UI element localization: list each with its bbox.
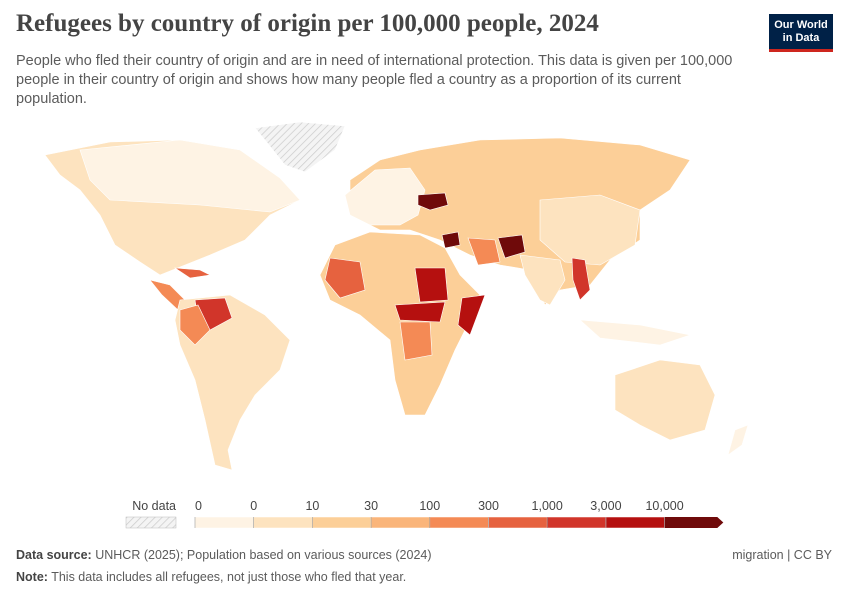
legend-tick-label: 30 <box>364 499 378 513</box>
caribbean[interactable] <box>173 267 211 279</box>
mali[interactable] <box>324 257 366 299</box>
note: Note: This data includes all refugees, n… <box>16 570 406 584</box>
topic[interactable]: migration | CC BY <box>732 548 832 562</box>
somalia[interactable] <box>457 294 486 336</box>
logo-line: in Data <box>782 32 820 44</box>
legend-swatch <box>370 516 431 529</box>
source-text: UNHCR (2025); Population based on variou… <box>95 548 432 562</box>
legend-swatch <box>664 517 724 528</box>
note-label: Note: <box>16 570 48 584</box>
colombia[interactable] <box>179 304 211 346</box>
legend-tick-label: 0 <box>195 499 202 513</box>
note-text: This data includes all refugees, not jus… <box>51 570 407 584</box>
eurasia[interactable] <box>349 137 691 306</box>
legend-swatch <box>546 516 607 529</box>
legend-swatch <box>194 516 254 529</box>
legend-tick-label: 10,000 <box>645 499 683 513</box>
legend-swatch <box>605 516 665 529</box>
logo-line: Our World <box>774 19 828 31</box>
subtitle: People who fled their country of origin … <box>16 53 733 107</box>
canada[interactable] <box>79 139 301 213</box>
china[interactable] <box>539 194 641 266</box>
ukraine[interactable] <box>417 192 449 211</box>
legend-tick-label: 10 <box>305 499 319 513</box>
new-zealand[interactable] <box>727 424 749 456</box>
no-data-swatch <box>125 516 177 529</box>
legend-tick-label: 1,000 <box>532 499 563 513</box>
title: Refugees by country of origin per 100,00… <box>16 10 599 37</box>
legend-tick-label: 3,000 <box>590 499 621 513</box>
no-data-label: No data <box>132 499 176 513</box>
myanmar[interactable] <box>571 257 591 301</box>
legend-tick-label: 0 <box>250 499 257 513</box>
greenland <box>254 121 346 173</box>
legend-swatch <box>488 516 548 529</box>
legend-tick-label: 300 <box>478 499 499 513</box>
australia[interactable] <box>614 359 716 441</box>
south-america[interactable] <box>174 294 291 471</box>
legend: 0 0 10 30 100 300 1,000 3,000 10,000 <box>194 499 724 529</box>
drc[interactable] <box>399 321 433 361</box>
legend-swatch <box>312 516 372 529</box>
europe[interactable] <box>344 167 426 226</box>
logo[interactable]: Our World in Data <box>769 14 833 52</box>
syria[interactable] <box>441 231 461 249</box>
legend-tick-label: 100 <box>419 499 440 513</box>
india[interactable] <box>519 254 566 306</box>
source: Data source: UNHCR (2025); Population ba… <box>16 548 432 562</box>
indonesia[interactable] <box>579 319 692 346</box>
legend-swatch <box>253 516 313 529</box>
legend-swatch <box>429 516 489 529</box>
iran[interactable] <box>467 237 501 266</box>
source-label: Data source: <box>16 548 92 562</box>
afghanistan[interactable] <box>497 234 526 259</box>
south-sudan-car[interactable] <box>394 301 446 323</box>
countries <box>44 121 749 471</box>
sudan[interactable] <box>414 267 449 303</box>
